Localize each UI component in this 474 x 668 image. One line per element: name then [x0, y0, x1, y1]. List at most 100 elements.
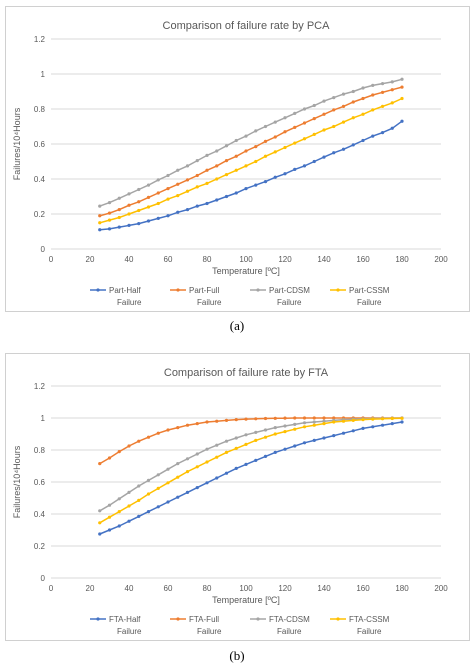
- charta-series-2-point: [195, 159, 199, 163]
- charta-xtick-label: 100: [239, 255, 253, 264]
- charta-series-line-3: [99, 97, 403, 224]
- chartb-legend-marker: [256, 617, 260, 621]
- chartb-series-3-point: [215, 455, 219, 459]
- charta-legend-marker: [256, 288, 260, 292]
- charta-series-0-point: [263, 180, 268, 184]
- charta-series-line-2: [99, 78, 403, 207]
- charta-series-2-point: [244, 134, 248, 138]
- charta-series-1-point: [263, 139, 268, 143]
- charta-series-1-point: [273, 135, 277, 139]
- charta-series-3-point: [390, 101, 394, 105]
- chartb-series-0-point: [156, 505, 160, 509]
- chartb-series-1-point: [215, 419, 219, 423]
- charta-series-1-point: [215, 164, 219, 168]
- charta-series-2-point: [234, 138, 238, 143]
- chartb-legend-marker: [96, 617, 100, 621]
- charta-series-2-point: [205, 153, 209, 157]
- chartb-series-1-point: [293, 416, 297, 420]
- charta-series-0-point: [332, 151, 336, 155]
- chartb-series-0-point: [390, 422, 394, 426]
- chartb-series-1-point: [283, 416, 287, 420]
- charta-series-3-point: [302, 137, 307, 141]
- chartb-series-2-point: [146, 478, 151, 482]
- charta-series-1-point: [234, 154, 238, 158]
- chartb-series-2-point: [195, 452, 199, 456]
- charta-series-1-point: [98, 214, 102, 218]
- chartb-series-2-point: [205, 447, 209, 451]
- charta-series-1-point: [117, 208, 121, 212]
- charta-series-3-point: [205, 181, 209, 185]
- charta-series-0-point: [380, 131, 385, 135]
- charta-series-1-point: [390, 88, 394, 92]
- charta-series-1-point: [293, 125, 297, 129]
- chartb-series-0-point: [146, 510, 151, 514]
- chartb-series-0-point: [332, 434, 336, 438]
- charta-series-0-point: [341, 147, 346, 151]
- chartb-series-1-point: [146, 435, 151, 439]
- chartb-series-0-point: [215, 476, 219, 480]
- chartb-series-0-point: [361, 426, 365, 430]
- chartb-series-0-point: [224, 471, 229, 475]
- chartb-series-1-point: [127, 444, 131, 448]
- chartb-series-2-point: [166, 467, 170, 471]
- charta-series-3-point: [254, 159, 258, 164]
- charta-legend-marker: [176, 288, 180, 292]
- charta-series-3-point: [380, 104, 385, 108]
- chartb-series-3-point: [351, 418, 355, 422]
- chartb-xtick-label: 20: [86, 584, 95, 593]
- charta-series-2-point: [166, 173, 170, 178]
- chartb-series-1-point: [166, 428, 170, 432]
- chartb-series-1-point: [263, 416, 268, 421]
- chartb-series-0-point: [380, 423, 385, 427]
- charta-series-0-point: [146, 219, 151, 223]
- charta-xtick-label: 20: [86, 255, 95, 264]
- charta-series-3-point: [283, 145, 287, 150]
- chartb-series-3-point: [234, 446, 238, 450]
- chartb-series-2-point: [293, 422, 297, 426]
- chartb-series-1-point: [98, 462, 102, 466]
- charta-series-0-point: [98, 228, 102, 232]
- chartb-series-3-point: [293, 427, 297, 431]
- charta-ytick-label: 1: [41, 70, 46, 79]
- charta-series-0-point: [224, 194, 229, 199]
- charta-series-3-point: [322, 128, 326, 132]
- charta-series-2-point: [341, 92, 346, 96]
- chartb-series-3-point: [361, 418, 365, 422]
- chartb-series-1-point: [302, 416, 307, 420]
- chartb-xtick-label: 80: [203, 584, 212, 593]
- charta-series-2-point: [293, 111, 297, 115]
- charta-series-1-point: [283, 130, 287, 134]
- chartb-series-3-point: [127, 504, 131, 508]
- charta-series-3-point: [195, 185, 199, 189]
- chartb-xtick-label: 0: [49, 584, 54, 593]
- chartb-series-0-point: [341, 431, 346, 435]
- charta-series-0-point: [283, 172, 287, 176]
- charta-series-2-point: [215, 149, 219, 153]
- charta-series-2-point: [263, 124, 268, 129]
- charta-xlabel: Temperature [ºC]: [212, 266, 280, 276]
- chartb-title: Comparison of failure rate by FTA: [164, 367, 329, 379]
- charta-series-1-point: [224, 159, 229, 163]
- charta-series-2-point: [361, 86, 365, 90]
- charta-series-1-point: [351, 100, 355, 104]
- charta-xtick-label: 80: [203, 255, 212, 264]
- charta-series-1-point: [302, 121, 307, 125]
- chartb-ytick-label: 1.2: [34, 382, 46, 391]
- chartb-series-0-point: [98, 532, 102, 536]
- chartb-series-0-point: [127, 519, 131, 523]
- charta-ylabel: Failures/10⁴Hours: [12, 107, 22, 180]
- chartb-series-2-point: [244, 433, 248, 437]
- charta-series-2-point: [390, 80, 394, 84]
- chartb-series-2-point: [117, 497, 121, 501]
- chartb-series-1-point: [332, 416, 336, 420]
- charta-series-1-point: [107, 211, 112, 215]
- chartb-series-2-point: [273, 426, 277, 430]
- chartb-series-2-point: [215, 443, 219, 447]
- charta-series-3-point: [244, 164, 248, 168]
- charta-legend-label: Part-Full Failure: [189, 286, 222, 307]
- chartb-series-2-point: [176, 462, 180, 466]
- chartb-xtick-label: 40: [125, 584, 134, 593]
- chartb-series-3-point: [176, 475, 180, 479]
- charta-series-3-point: [98, 221, 102, 225]
- charta-series-0-point: [302, 164, 307, 168]
